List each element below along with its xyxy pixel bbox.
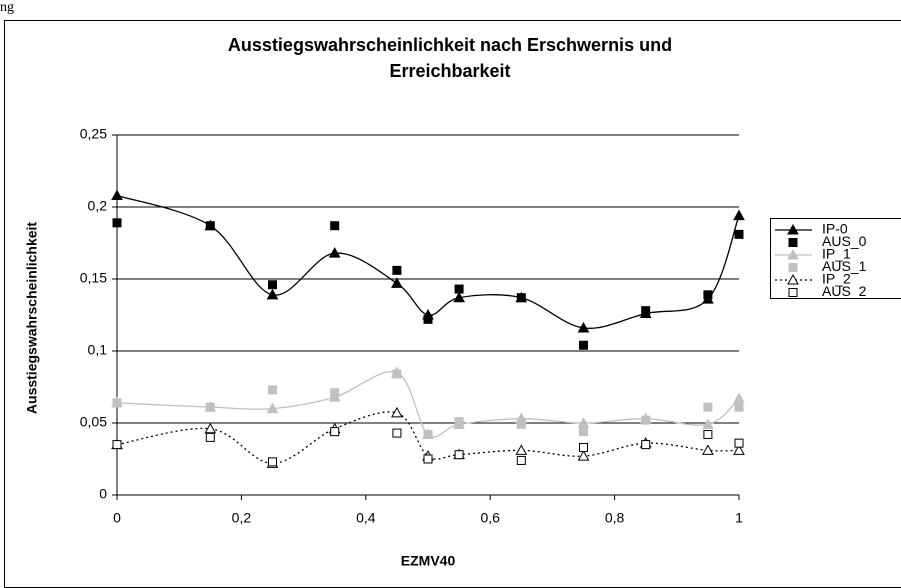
chart-title: Erreichbarkeit	[389, 61, 510, 81]
chart-frame	[4, 20, 901, 588]
marker	[268, 457, 277, 467]
x-axis-title: EZMV40	[401, 553, 456, 569]
marker	[205, 432, 215, 442]
marker	[330, 221, 340, 231]
series-line	[116, 194, 740, 329]
caption: ng	[0, 0, 14, 15]
marker	[515, 444, 528, 455]
marker	[328, 247, 341, 258]
marker	[641, 306, 651, 316]
marker	[702, 444, 714, 455]
marker	[266, 402, 279, 414]
legend-marker	[787, 223, 799, 235]
marker	[516, 455, 526, 465]
marker	[112, 398, 122, 408]
marker	[423, 430, 433, 440]
marker	[204, 422, 217, 434]
marker	[111, 189, 123, 200]
marker	[391, 277, 403, 288]
marker	[641, 415, 651, 425]
y-tick-label: 0,2	[88, 198, 108, 214]
legend-label: AUS_0	[822, 233, 867, 249]
x-tick-label: 1	[735, 510, 743, 526]
y-tick-label: 0,1	[88, 342, 108, 358]
marker	[453, 291, 465, 303]
y-tick-label: 0,25	[80, 126, 107, 142]
marker	[392, 369, 402, 379]
y-tick-label: 0	[99, 486, 107, 502]
chart-title: Ausstiegswahrscheinlichkeit nach Erschwe…	[228, 35, 672, 55]
marker	[703, 290, 713, 300]
marker	[516, 419, 526, 429]
marker	[423, 454, 433, 464]
marker	[703, 430, 713, 440]
marker	[392, 265, 402, 275]
marker	[579, 427, 588, 437]
series-line	[116, 370, 740, 438]
legend-label: AUS_2	[822, 283, 867, 299]
x-tick-label: 0,2	[232, 510, 252, 526]
y-tick-label: 0,05	[80, 414, 107, 430]
x-tick-label: 0	[113, 510, 121, 526]
marker	[266, 288, 279, 300]
legend-marker	[788, 288, 798, 297]
marker	[577, 416, 590, 428]
x-tick-label: 0,8	[605, 510, 625, 526]
marker	[734, 438, 744, 448]
marker	[733, 392, 745, 404]
marker	[577, 321, 590, 333]
legend-label: AUS_1	[822, 258, 867, 274]
y-tick-label: 0,15	[80, 270, 107, 286]
y-axis-title: Ausstiegswahrscheinlichkeit	[24, 222, 40, 415]
marker	[423, 314, 433, 324]
marker	[733, 209, 745, 221]
marker	[268, 280, 277, 290]
marker	[702, 418, 714, 429]
marker	[579, 340, 588, 350]
marker	[112, 218, 122, 228]
legend-marker	[788, 263, 798, 272]
marker	[205, 402, 215, 412]
marker	[641, 440, 651, 450]
legend-label: IP_2	[822, 271, 851, 287]
marker	[205, 221, 215, 231]
legend-marker	[787, 248, 799, 260]
marker	[734, 402, 744, 412]
x-tick-label: 0,6	[480, 510, 500, 526]
marker	[392, 428, 402, 438]
marker	[391, 406, 403, 418]
marker	[454, 450, 464, 460]
marker	[733, 444, 745, 455]
legend-marker	[787, 273, 799, 285]
marker	[330, 427, 340, 437]
legend-label: IP_1	[822, 246, 851, 262]
legend-marker	[788, 238, 798, 247]
marker	[330, 388, 340, 398]
marker	[112, 440, 122, 450]
marker	[516, 293, 526, 303]
x-tick-label: 0,4	[356, 510, 376, 526]
marker	[268, 385, 277, 395]
marker	[454, 284, 464, 294]
marker	[703, 402, 713, 412]
marker	[577, 450, 590, 461]
legend-label: IP-0	[822, 221, 848, 237]
marker	[734, 229, 744, 239]
marker	[579, 442, 588, 452]
marker	[454, 417, 464, 427]
